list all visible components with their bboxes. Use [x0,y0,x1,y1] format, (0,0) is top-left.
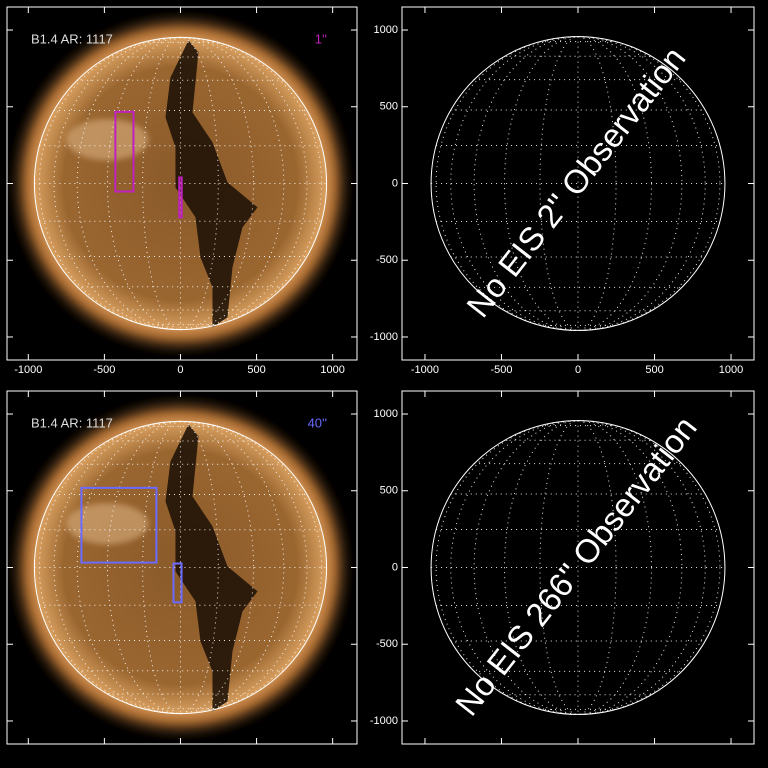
y-tick-label: 500 [380,101,398,113]
y-tick-label: -500 [376,254,398,266]
panel: -1000 -500 0 500 1000 B1.4 AR: 1117 1'' [6,6,358,376]
y-tick-label: -1000 [370,715,398,727]
resolution-label: 40'' [308,415,327,430]
bright-region [66,503,149,545]
plot-area [430,420,726,715]
bright-region [66,119,149,161]
limb [430,36,726,331]
longitude-line [142,36,219,331]
plot-area [7,8,356,359]
longitude-line [76,36,285,331]
x-tick-label: -1000 [411,364,439,376]
x-tick-label: 1000 [719,364,743,376]
y-tick-label: 0 [392,177,398,189]
longitude-line [53,420,308,715]
eis-box [172,562,183,604]
plot-area [430,36,726,331]
y-tick-label: -500 [376,638,398,650]
x-tick-label: 1000 [320,364,344,376]
x-tick-label: 0 [575,364,581,376]
eis-box [178,176,183,219]
x-tick-label: -500 [490,364,512,376]
x-tick-label: -500 [93,364,115,376]
longitude-line [76,420,285,715]
y-tick-label: 500 [380,485,398,497]
coronal-hole [165,40,258,328]
resolution-label: 1'' [315,31,327,46]
limb [430,420,726,715]
y-tick-label: -1000 [370,331,398,343]
limb [33,420,328,715]
y-tick-label: 0 [392,561,398,573]
eis-box [114,110,135,193]
x-tick-label: -1000 [14,364,42,376]
y-tick-label: 1000 [374,408,398,420]
panel-label: B1.4 AR: 1117 [31,31,113,46]
y-tick-label: 1000 [374,24,398,36]
plot-area [7,392,356,743]
x-tick-label: 500 [247,364,265,376]
longitude-line [504,420,652,715]
coronal-hole [165,424,258,712]
eis-box [80,486,158,564]
x-tick-label: 500 [645,364,663,376]
limb [33,36,328,331]
longitude-line [53,36,308,331]
panel: B1.4 AR: 1117 40'' [6,390,358,745]
panel-label: B1.4 AR: 1117 [31,415,113,430]
longitude-line [504,36,652,331]
x-tick-label: 0 [177,364,183,376]
longitude-line [142,420,219,715]
